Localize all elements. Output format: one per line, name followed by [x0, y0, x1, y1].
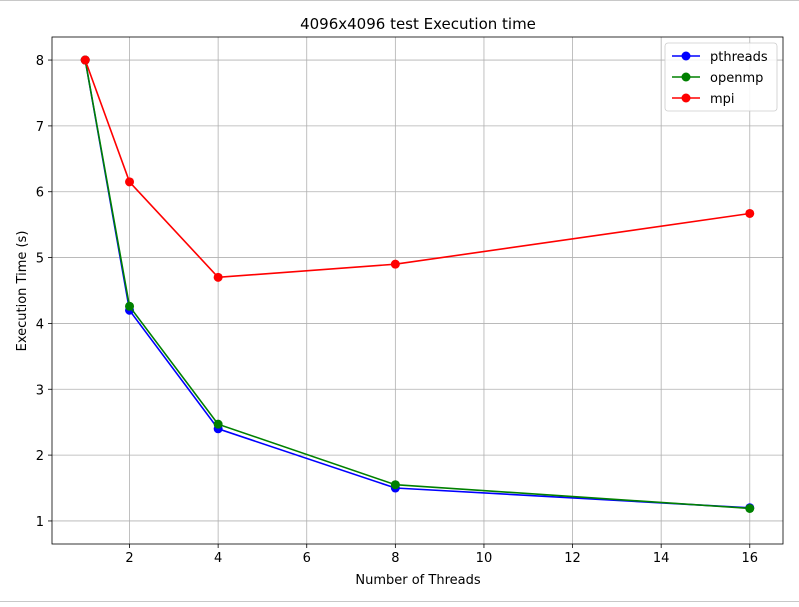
series-mpi [80, 55, 755, 282]
x-tick-label: 10 [476, 551, 493, 566]
data-point-mpi [213, 272, 223, 282]
legend-label-pthreads: pthreads [710, 50, 768, 65]
y-tick-label: 4 [36, 317, 44, 332]
data-point-openmp [213, 419, 223, 429]
y-tick-label: 8 [36, 54, 44, 69]
series-layer [80, 55, 755, 513]
data-point-mpi [80, 55, 90, 65]
x-tick-label: 16 [741, 551, 758, 566]
y-tick-label: 3 [36, 383, 44, 398]
series-line-openmp [84, 59, 750, 510]
data-point-mpi [745, 208, 755, 218]
legend-box [664, 42, 778, 112]
legend: pthreads openmp mpi [664, 42, 778, 112]
x-tick-label: 12 [564, 551, 581, 566]
legend-item-mpi: mpi [672, 92, 735, 107]
legend-label-mpi: mpi [710, 92, 735, 107]
legend-marker-mpi [681, 93, 691, 103]
legend-marker-openmp [681, 72, 691, 82]
y-axis-label: Execution Time (s) [15, 231, 30, 352]
plot-area-frame [51, 36, 784, 545]
y-tick-label: 2 [36, 449, 44, 464]
series-line-pthreads [84, 59, 750, 509]
y-tick-label: 6 [36, 186, 44, 201]
data-point-openmp [125, 301, 135, 311]
chart-title: 4096x4096 test Execution time [300, 15, 536, 33]
x-tick-label: 14 [653, 551, 670, 566]
legend-label-openmp: openmp [710, 71, 763, 86]
series-pthreads [80, 55, 755, 513]
x-tick-label: 6 [303, 551, 311, 566]
series-line-mpi [84, 59, 750, 279]
x-tick-label: 2 [125, 551, 133, 566]
y-tick-label: 5 [36, 252, 44, 267]
data-point-mpi [390, 259, 400, 269]
data-point-openmp [390, 480, 400, 490]
y-tick-label: 1 [36, 515, 44, 530]
legend-marker-pthreads [681, 51, 691, 61]
data-point-mpi [125, 177, 135, 187]
data-point-openmp [745, 503, 755, 513]
x-axis-ticks: 2 4 6 8 10 12 14 16 [125, 544, 758, 566]
x-axis-label: Number of Threads [355, 573, 480, 588]
series-openmp [80, 55, 755, 513]
x-tick-label: 4 [214, 551, 222, 566]
legend-item-pthreads: pthreads [672, 50, 768, 65]
grid-lines [52, 37, 783, 544]
x-tick-label: 8 [391, 551, 399, 566]
y-axis-ticks: 1 2 3 4 5 6 7 8 [36, 54, 52, 530]
legend-item-openmp: openmp [672, 71, 763, 86]
y-tick-label: 7 [36, 120, 44, 135]
